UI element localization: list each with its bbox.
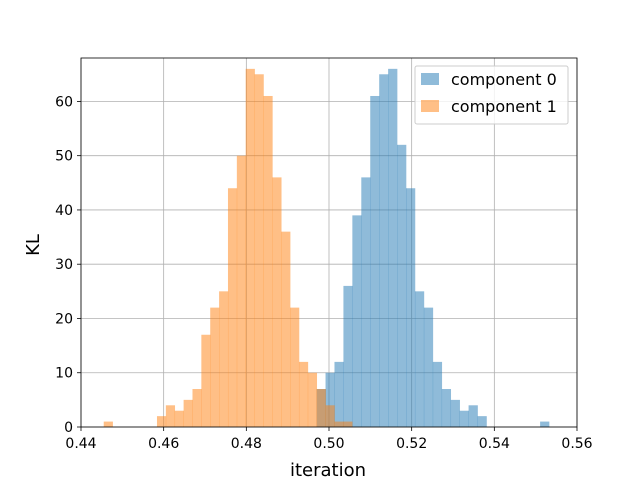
histogram-bar-series-1	[343, 421, 353, 427]
histogram-bar-series-1	[227, 188, 238, 427]
histogram-bar-series-0	[388, 68, 398, 428]
histogram-bar-series-0	[450, 399, 460, 427]
histogram-bar-series-1	[192, 389, 202, 427]
histogram-bar-series-0	[432, 361, 443, 427]
x-tick-label: 0.48	[231, 436, 262, 452]
histogram-bar-series-1	[263, 95, 273, 427]
histogram-bar-series-0	[325, 372, 335, 427]
histogram-bar-series-1	[236, 155, 247, 428]
y-tick-label: 30	[55, 257, 73, 273]
histogram-bar-series-0	[441, 389, 452, 427]
histogram-bar-series-1	[254, 74, 264, 427]
x-tick-label: 0.56	[561, 436, 592, 452]
x-tick-labels: 0.44 0.46 0.48 0.50 0.52 0.54 0.56	[65, 427, 593, 452]
y-tick-label: 20	[55, 311, 73, 327]
x-tick-label: 0.50	[313, 436, 344, 452]
histogram-bar-series-0	[343, 285, 353, 427]
histogram-bar-series-0	[459, 410, 469, 427]
legend-swatch	[421, 100, 439, 112]
histogram-bar-series-1	[245, 68, 255, 428]
histogram-bar-series-1	[334, 421, 344, 427]
histogram-bar-series-1	[307, 372, 318, 427]
x-axis-label: iteration	[290, 460, 366, 480]
histogram-bar-series-1	[183, 399, 193, 427]
legend-label: component 1	[451, 97, 557, 116]
histogram-bar-series-1	[174, 410, 184, 427]
histogram-bar-series-0	[406, 188, 416, 427]
histogram-bar-series-1	[165, 405, 176, 427]
histogram-bar-series-0	[352, 215, 362, 427]
histogram-bar-series-1	[290, 307, 300, 427]
y-tick-label: 60	[55, 94, 73, 110]
y-tick-labels: 0 10 20 30 40 50 60	[55, 94, 81, 436]
histogram-bar-series-0	[423, 307, 434, 427]
x-tick-label: 0.54	[479, 436, 510, 452]
legend-swatch	[421, 73, 439, 85]
histogram-bar-series-0	[540, 421, 550, 427]
y-tick-label: 0	[64, 420, 73, 436]
x-tick-label: 0.44	[65, 436, 96, 452]
histogram-bar-series-1	[298, 361, 309, 427]
x-tick-label: 0.52	[396, 436, 427, 452]
histogram-bar-series-1	[210, 307, 220, 427]
histogram-bar-series-0	[379, 74, 389, 427]
histogram-bar-series-1	[325, 405, 335, 427]
histogram-bar-series-0	[334, 361, 344, 427]
y-tick-label: 50	[55, 149, 73, 165]
histogram-bar-series-0	[414, 291, 425, 427]
legend: component 0 component 1	[414, 65, 569, 125]
x-tick-label: 0.46	[148, 436, 179, 452]
histogram-bar-series-0	[370, 95, 380, 427]
y-axis-label: KL	[23, 234, 44, 256]
legend-frame	[414, 65, 569, 125]
histogram-bar-series-1	[156, 416, 167, 427]
histogram-bar-series-1	[281, 231, 291, 427]
y-tick-label: 10	[55, 366, 73, 382]
legend-label: component 0	[451, 70, 557, 89]
histogram-bar-series-1	[272, 177, 282, 427]
histogram-bar-series-1	[316, 389, 326, 427]
histogram-bar-series-0	[468, 405, 478, 427]
histogram-bar-series-1	[219, 291, 229, 427]
histogram-bar-series-1	[103, 421, 113, 427]
histogram-bar-series-0	[477, 416, 487, 427]
histogram-bar-series-1	[201, 334, 211, 427]
histogram-bars	[103, 68, 550, 428]
y-tick-label: 40	[55, 203, 73, 219]
histogram-bar-series-0	[361, 177, 371, 427]
histogram-bar-series-0	[397, 144, 407, 427]
